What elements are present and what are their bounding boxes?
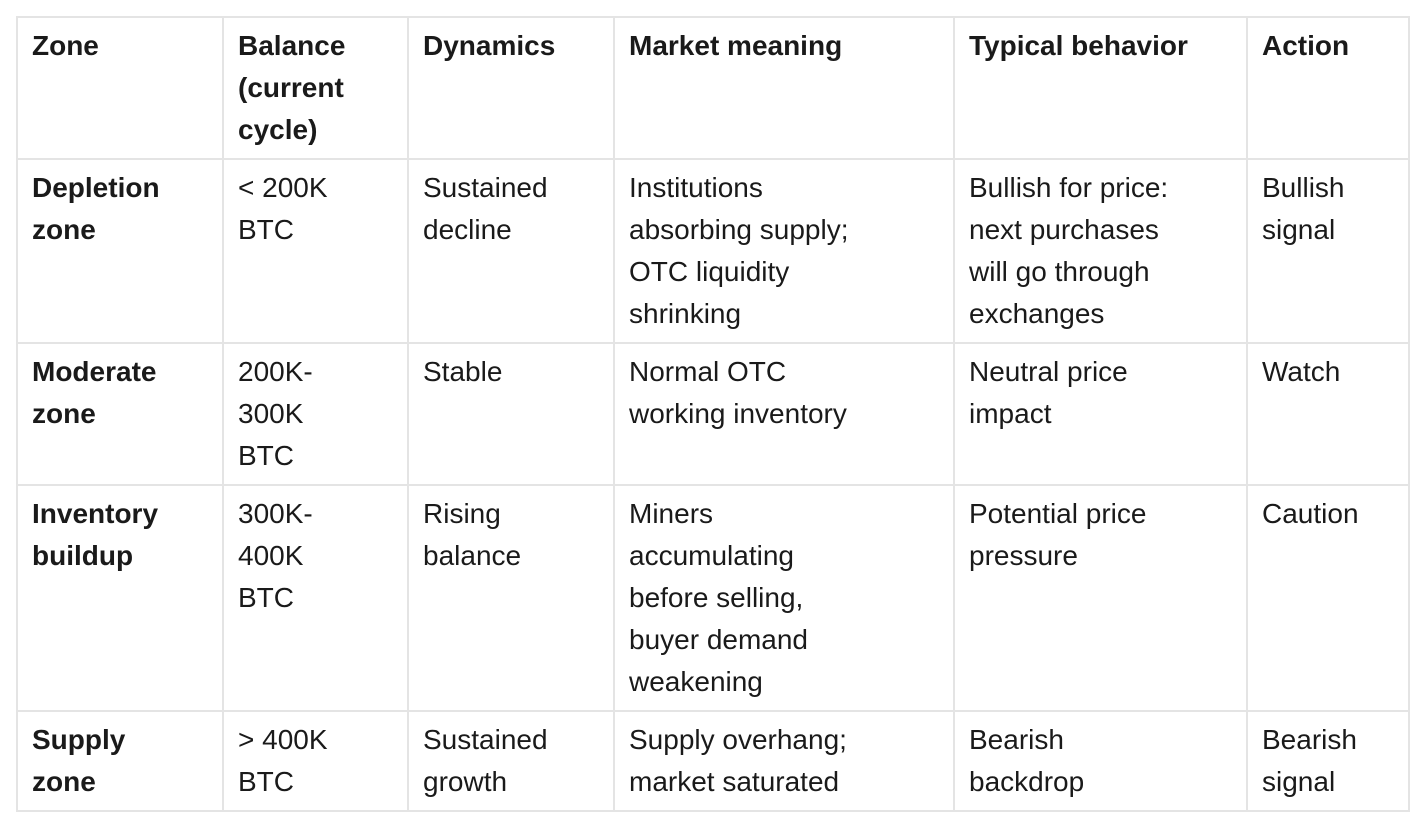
cell-action: Bearish signal xyxy=(1246,710,1410,812)
table-row-moderate-zone: Moderate zone 200K- 300K BTC Stable Norm… xyxy=(16,342,1410,486)
column-header-dynamics: Dynamics xyxy=(407,16,615,160)
zones-table: Zone Balance (current cycle) Dynamics Ma… xyxy=(16,16,1410,812)
cell-typical-behavior: Bullish for price: next purchases will g… xyxy=(953,158,1248,344)
cell-action: Bullish signal xyxy=(1246,158,1410,344)
column-header-action: Action xyxy=(1246,16,1410,160)
cell-dynamics: Sustained growth xyxy=(407,710,615,812)
cell-market-meaning: Supply overhang; market saturated xyxy=(613,710,955,812)
table-row-depletion-zone: Depletion zone < 200K BTC Sustained decl… xyxy=(16,158,1410,344)
cell-market-meaning: Miners accumulating before selling, buye… xyxy=(613,484,955,712)
column-header-typical-behavior: Typical behavior xyxy=(953,16,1248,160)
table-row-inventory-buildup: Inventory buildup 300K- 400K BTC Rising … xyxy=(16,484,1410,712)
column-header-balance: Balance (current cycle) xyxy=(222,16,409,160)
cell-zone: Moderate zone xyxy=(16,342,224,486)
cell-zone: Supply zone xyxy=(16,710,224,812)
table-row-supply-zone: Supply zone > 400K BTC Sustained growth … xyxy=(16,710,1410,812)
cell-zone: Depletion zone xyxy=(16,158,224,344)
cell-action: Caution xyxy=(1246,484,1410,712)
cell-market-meaning: Normal OTC working inventory xyxy=(613,342,955,486)
cell-dynamics: Rising balance xyxy=(407,484,615,712)
cell-market-meaning: Institutions absorbing supply; OTC liqui… xyxy=(613,158,955,344)
cell-action: Watch xyxy=(1246,342,1410,486)
cell-typical-behavior: Neutral price impact xyxy=(953,342,1248,486)
cell-balance: > 400K BTC xyxy=(222,710,409,812)
cell-dynamics: Stable xyxy=(407,342,615,486)
column-header-zone: Zone xyxy=(16,16,224,160)
cell-typical-behavior: Bearish backdrop xyxy=(953,710,1248,812)
cell-balance: 300K- 400K BTC xyxy=(222,484,409,712)
cell-typical-behavior: Potential price pressure xyxy=(953,484,1248,712)
cell-balance: < 200K BTC xyxy=(222,158,409,344)
cell-dynamics: Sustained decline xyxy=(407,158,615,344)
cell-zone: Inventory buildup xyxy=(16,484,224,712)
column-header-market-meaning: Market meaning xyxy=(613,16,955,160)
table-header-row: Zone Balance (current cycle) Dynamics Ma… xyxy=(16,16,1410,160)
cell-balance: 200K- 300K BTC xyxy=(222,342,409,486)
